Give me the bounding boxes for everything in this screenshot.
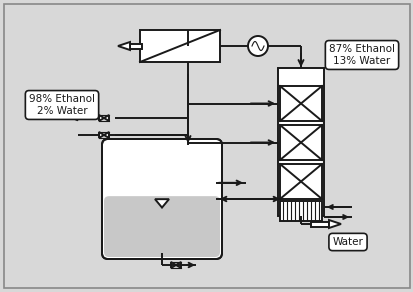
Bar: [279, 86, 321, 121]
Bar: [277, 68, 323, 216]
Circle shape: [247, 36, 267, 56]
Polygon shape: [99, 132, 104, 138]
FancyBboxPatch shape: [102, 139, 221, 259]
Bar: [279, 164, 321, 199]
Bar: [130, 44, 142, 48]
Bar: [310, 222, 328, 227]
Polygon shape: [171, 262, 176, 268]
Polygon shape: [99, 115, 104, 121]
Polygon shape: [176, 262, 180, 268]
Polygon shape: [104, 115, 109, 121]
Bar: [279, 201, 321, 221]
Bar: [140, 30, 219, 62]
Text: Water: Water: [332, 237, 363, 247]
Text: 98% Ethanol
2% Water: 98% Ethanol 2% Water: [29, 94, 95, 116]
Polygon shape: [328, 220, 340, 228]
Bar: [279, 125, 321, 160]
Polygon shape: [154, 199, 169, 208]
Text: 87% Ethanol
13% Water: 87% Ethanol 13% Water: [328, 44, 394, 66]
FancyBboxPatch shape: [104, 196, 219, 257]
Polygon shape: [104, 132, 109, 138]
Polygon shape: [118, 42, 130, 50]
